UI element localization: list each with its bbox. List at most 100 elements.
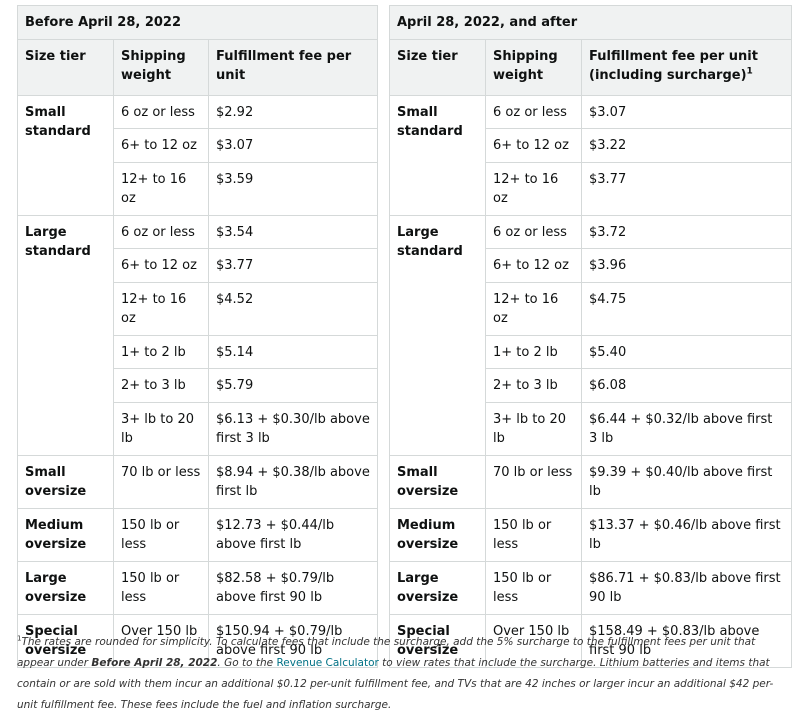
weight-cell: 150 lb or less xyxy=(485,507,582,562)
weight-cell: 6 oz or less xyxy=(113,94,209,129)
table-row: 12+ to 16 oz $3.77 xyxy=(390,161,793,216)
size-tier-label: Small standard xyxy=(389,94,486,216)
fee-cell: $86.71 + $0.83/lb above first 90 lb xyxy=(580,560,793,615)
weight-cell: Over 150 lb xyxy=(113,613,209,668)
column-header-fee: Fulfillment fee per unit (including surc… xyxy=(580,38,793,96)
column-header-shipping-weight: Shipping weight xyxy=(113,38,209,96)
size-tier-label: Small oversize xyxy=(389,454,486,509)
weight-cell: 70 lb or less xyxy=(113,454,209,509)
footnote-text: The rates are rounded for simplicity. To… xyxy=(17,636,756,669)
size-tier-label: Large oversize xyxy=(17,560,114,615)
weight-cell: 3+ lb to 20 lb xyxy=(485,401,582,456)
table-row: 12+ to 16 oz $3.59 xyxy=(18,161,379,216)
table-row: Special oversize Over 150 lb $150.94 + $… xyxy=(17,613,379,668)
weight-cell: 6 oz or less xyxy=(485,94,582,129)
table-row: Medium oversize 150 lb or less $13.37 + … xyxy=(389,507,793,562)
fee-cell: $3.59 xyxy=(207,161,379,216)
column-header-size-tier: Size tier xyxy=(389,38,486,96)
fee-cell: $158.49 + $0.83/lb above first 90 lb xyxy=(580,613,793,668)
size-tier-label: Special oversize xyxy=(389,613,486,668)
table-caption: Before April 28, 2022 xyxy=(16,5,379,40)
fee-table-after: April 28, 2022, and after Size tier Ship… xyxy=(388,5,793,668)
fee-cell: $6.44 + $0.32/lb above first 3 lb xyxy=(580,401,793,456)
table-row: 12+ to 16 oz $4.52 xyxy=(18,281,379,336)
table-row: Large standard 6 oz or less $3.54 xyxy=(17,214,379,456)
weight-cell: 1+ to 2 lb xyxy=(485,334,582,369)
weight-cell: 1+ to 2 lb xyxy=(113,334,209,369)
fee-cell: $5.79 xyxy=(207,368,379,403)
fee-cell: $82.58 + $0.79/lb above first 90 lb xyxy=(207,560,379,615)
table-row: Medium oversize 150 lb or less $12.73 + … xyxy=(17,507,379,562)
fee-cell: $4.75 xyxy=(580,281,793,336)
column-header-fee: Fulfillment fee per unit xyxy=(207,38,379,96)
fee-cell: $8.94 + $0.38/lb above first lb xyxy=(207,454,379,509)
weight-cell: 6+ to 12 oz xyxy=(113,128,209,163)
table-row: 3+ lb to 20 lb $6.44 + $0.32/lb above fi… xyxy=(390,401,793,456)
table-row: 2+ to 3 lb $6.08 xyxy=(390,368,793,403)
weight-cell: 12+ to 16 oz xyxy=(113,281,209,336)
fee-cell: $3.96 xyxy=(580,248,793,283)
size-tier-label: Small oversize xyxy=(17,454,114,509)
fee-cell: $2.92 xyxy=(207,94,379,129)
size-tier-label: Special oversize xyxy=(17,613,114,668)
size-tier-label: Medium oversize xyxy=(389,507,486,562)
table-row: Small standard 6 oz or less $2.92 xyxy=(17,94,379,216)
table-row: 6+ to 12 oz $3.22 xyxy=(390,128,793,163)
fee-cell: $3.54 xyxy=(207,214,379,249)
size-tier-label: Small standard xyxy=(17,94,114,216)
footnote-marker: 1 xyxy=(17,634,22,643)
size-tier-label: Large standard xyxy=(389,214,486,456)
table-row: 3+ lb to 20 lb $6.13 + $0.30/lb above fi… xyxy=(18,401,379,456)
footnote: 1The rates are rounded for simplicity. T… xyxy=(17,632,789,716)
fee-cell: $5.14 xyxy=(207,334,379,369)
table-row: Small oversize 70 lb or less $8.94 + $0.… xyxy=(17,454,379,509)
table-row: Small oversize 70 lb or less $9.39 + $0.… xyxy=(389,454,793,509)
table-row: 1+ to 2 lb $5.14 xyxy=(18,334,379,369)
fee-cell: $3.07 xyxy=(580,94,793,129)
weight-cell: 6+ to 12 oz xyxy=(485,128,582,163)
table-row: Large oversize 150 lb or less $82.58 + $… xyxy=(17,560,379,615)
fee-table-before: Before April 28, 2022 Size tier Shipping… xyxy=(16,5,379,668)
size-tier-label: Large oversize xyxy=(389,560,486,615)
weight-cell: 6+ to 12 oz xyxy=(113,248,209,283)
weight-cell: Over 150 lb xyxy=(485,613,582,668)
fee-cell: $6.08 xyxy=(580,368,793,403)
fee-cell: $3.22 xyxy=(580,128,793,163)
fee-cell: $12.73 + $0.44/lb above first lb xyxy=(207,507,379,562)
fee-cell: $6.13 + $0.30/lb above first 3 lb xyxy=(207,401,379,456)
weight-cell: 150 lb or less xyxy=(113,560,209,615)
fee-cell: $3.72 xyxy=(580,214,793,249)
footnote-text: . Go to the xyxy=(217,657,277,669)
fee-cell: $9.39 + $0.40/lb above first lb xyxy=(580,454,793,509)
size-tier-label: Medium oversize xyxy=(17,507,114,562)
weight-cell: 6 oz or less xyxy=(485,214,582,249)
column-header-size-tier: Size tier xyxy=(17,38,114,96)
weight-cell: 150 lb or less xyxy=(113,507,209,562)
fee-cell: $3.07 xyxy=(207,128,379,163)
table-row: 6+ to 12 oz $3.07 xyxy=(18,128,379,163)
table-row: 6+ to 12 oz $3.96 xyxy=(390,248,793,283)
table-row: 6+ to 12 oz $3.77 xyxy=(18,248,379,283)
column-header-fee-label: Fulfillment fee per unit (including surc… xyxy=(589,48,758,84)
weight-cell: 12+ to 16 oz xyxy=(113,161,209,216)
weight-cell: 6 oz or less xyxy=(113,214,209,249)
fee-cell: $150.94 + $0.79/lb above first 90 lb xyxy=(207,613,379,668)
weight-cell: 12+ to 16 oz xyxy=(485,281,582,336)
weight-cell: 3+ lb to 20 lb xyxy=(113,401,209,456)
weight-cell: 6+ to 12 oz xyxy=(485,248,582,283)
table-caption: April 28, 2022, and after xyxy=(388,5,793,40)
size-tier-label: Large standard xyxy=(17,214,114,456)
footnote-bold-text: Before April 28, 2022 xyxy=(91,657,218,669)
fee-cell: $4.52 xyxy=(207,281,379,336)
weight-cell: 2+ to 3 lb xyxy=(485,368,582,403)
weight-cell: 150 lb or less xyxy=(485,560,582,615)
revenue-calculator-link[interactable]: Revenue Calculator xyxy=(276,657,379,669)
table-row: Large oversize 150 lb or less $86.71 + $… xyxy=(389,560,793,615)
fee-cell: $13.37 + $0.46/lb above first lb xyxy=(580,507,793,562)
fee-cell: $3.77 xyxy=(207,248,379,283)
column-header-shipping-weight: Shipping weight xyxy=(485,38,582,96)
table-row: Small standard 6 oz or less $3.07 xyxy=(389,94,793,216)
fee-cell: $5.40 xyxy=(580,334,793,369)
table-row: 1+ to 2 lb $5.40 xyxy=(390,334,793,369)
